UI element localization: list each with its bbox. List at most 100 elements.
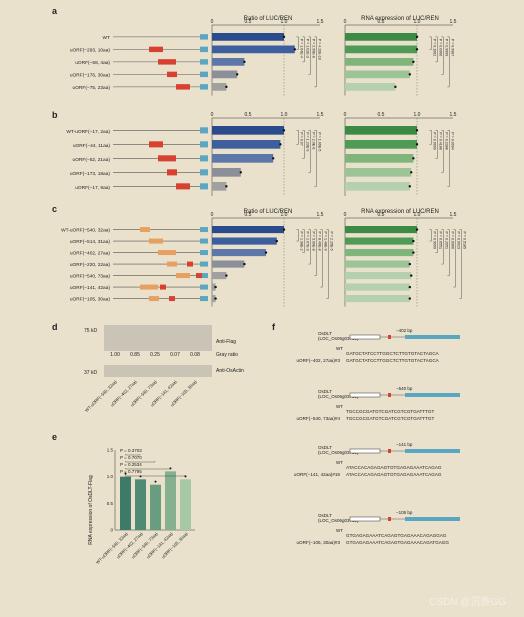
b-rna-tick: 1.5 xyxy=(450,112,457,118)
b-rna-bar xyxy=(345,182,410,191)
a-uorf-box xyxy=(176,84,190,90)
f-wt-sequence: GTGAGAGAAATCAGAGTGAGAAACAGAGGAG xyxy=(346,533,447,538)
e-bracket xyxy=(125,468,171,470)
panel-letter-e: e xyxy=(52,432,57,442)
e-pvalue: P = 0.7795 xyxy=(120,469,142,474)
c-ratio-pvalue: P = 8.46E-8 xyxy=(317,232,321,251)
gray-ratio-value: 0.85 xyxy=(130,352,140,358)
label-anti-actin: Anti-OsActin xyxy=(216,368,244,374)
b-ratio-bracket xyxy=(308,130,311,173)
b-ratio-tick: 1.5 xyxy=(317,112,324,118)
a-uorf-box xyxy=(167,71,177,78)
f-gene-name: OsDLT xyxy=(318,445,332,450)
c-ratio-point xyxy=(243,262,246,266)
b-ratio-bracket xyxy=(314,130,317,187)
c-cds-box xyxy=(200,284,208,290)
c-row-label: WT-uORF(−540, 32aa) xyxy=(61,228,110,234)
c-rna-tick: 1.0 xyxy=(414,212,421,218)
c-ratio-tick: 1.5 xyxy=(317,212,324,218)
c-ratio-pvalue: P = 1.48E-9 xyxy=(323,232,327,251)
f-locus: (LOC_Os06g03710) xyxy=(318,336,359,341)
a-rna-point xyxy=(415,35,419,39)
a-ratio-bar xyxy=(212,70,238,79)
f-uorf-mark xyxy=(388,335,391,339)
a-cds-box xyxy=(200,46,208,53)
a-uorf-box xyxy=(149,46,163,53)
c-ratio-point xyxy=(225,274,228,277)
c-rna-pvalue: P = 0.9999 xyxy=(432,232,436,249)
panel-letter-a: a xyxy=(52,6,58,16)
c-rna-point xyxy=(410,274,413,277)
a-ratio-pvalue: P = 1.64E-4 xyxy=(299,39,303,58)
b-ratio-bracket xyxy=(302,130,305,159)
f-mut-sequence: TGCCGCGATGTCGATCGTCGTGATTTGT xyxy=(346,416,434,421)
c-rna-bar xyxy=(345,260,410,268)
b-rna-bar xyxy=(345,154,414,163)
panel-letter-c: c xyxy=(52,204,57,214)
c-uorf-box xyxy=(140,284,158,290)
c-rna-pvalue: P = 0.0966 xyxy=(450,232,454,249)
f-mut-sequence: ATACCACAGAGAGTGTGAGAGAAATCAGAG xyxy=(346,472,442,477)
b-rna-bar xyxy=(345,168,412,177)
f-locus: (LOC_Os06g03710) xyxy=(318,450,359,455)
b-ratio-pvalue: P = 1.23E-9 xyxy=(305,132,309,151)
b-ratio-tick: 0.5 xyxy=(245,112,252,118)
a-rna-bar xyxy=(345,58,414,66)
c-rna-bracket xyxy=(459,229,462,299)
e-bracket xyxy=(125,454,141,456)
c-rna-bracket xyxy=(435,229,438,253)
f-wt-label: WT xyxy=(336,460,343,465)
e-bracket xyxy=(125,475,186,477)
c-rna-tick: 0 xyxy=(344,212,347,218)
e-pvalue: P = 0.7070 xyxy=(120,455,142,460)
f-wt-label: WT xyxy=(336,404,343,409)
title-a-rna: RNA expression of LUC/REN xyxy=(361,16,439,22)
label-gray-ratio: Gray ratio xyxy=(216,352,238,358)
a-ratio-bracket xyxy=(302,36,305,63)
b-cds-box xyxy=(200,169,208,176)
f-locus: (LOC_Os06g03710) xyxy=(318,518,359,523)
f-mut-sequence: GTGAGAGAAATCAGAGTGAGAAACAGATGAGG xyxy=(346,540,449,545)
b-ratio-tick: 1.0 xyxy=(281,112,288,118)
f-promoter-box xyxy=(349,448,381,454)
a-ratio-pvalue: P = 2.99E-8 xyxy=(311,39,315,58)
b-ratio-bar xyxy=(212,154,274,163)
a-rna-bar xyxy=(345,45,417,54)
a-rna-pvalue: P = 0.1062 xyxy=(432,39,436,56)
a-cds-box xyxy=(200,84,208,90)
a-row-label: uORF(−75, 23aa) xyxy=(73,85,111,91)
b-ratio-pvalue: P = 1.06E-5 xyxy=(317,132,321,151)
blot-top xyxy=(104,325,212,351)
e-bar xyxy=(135,479,146,530)
a-ratio-bar xyxy=(212,33,284,41)
c-cds-box xyxy=(200,273,208,279)
lane-label: WT-uORF(−540, 32aa) xyxy=(84,379,118,413)
a-ratio-bracket xyxy=(314,36,317,88)
a-ratio-point xyxy=(293,48,296,51)
c-row-label: uORF(−514, 31aa) xyxy=(70,239,111,245)
label-anti-flag: Anti-Flag xyxy=(216,339,236,345)
b-rna-pvalue: P = 0.9999 xyxy=(432,132,436,149)
f-mut-label: uORF(−402, 27aa)#3 xyxy=(296,358,340,363)
c-ratio-bracket xyxy=(296,229,299,242)
a-rna-bar xyxy=(345,33,417,41)
panel-letter-f: f xyxy=(272,322,276,332)
a-rna-point xyxy=(415,48,419,51)
c-ratio-point xyxy=(214,297,217,300)
a-cds-box xyxy=(200,59,208,65)
b-ratio-point xyxy=(239,171,242,174)
a-rna-bracket xyxy=(429,36,432,50)
f-gene-name: OsDLT xyxy=(318,331,332,336)
f-mut-sequence: GATGCTATCCTTGGCTCTTGTGTACTAGCA xyxy=(346,358,440,363)
b-rna-bar xyxy=(345,140,417,149)
c-ratio-bracket xyxy=(302,229,305,253)
panel-letter-d: d xyxy=(52,322,58,332)
e-bar xyxy=(165,471,176,530)
b-ratio-point xyxy=(272,157,275,160)
c-ratio-pvalue: P = 1.07E-3 xyxy=(305,232,309,251)
b-ratio-tick: 0 xyxy=(211,112,214,118)
c-cds-box xyxy=(200,261,208,267)
c-rna-bracket xyxy=(441,229,444,265)
a-rna-bracket xyxy=(441,36,444,75)
